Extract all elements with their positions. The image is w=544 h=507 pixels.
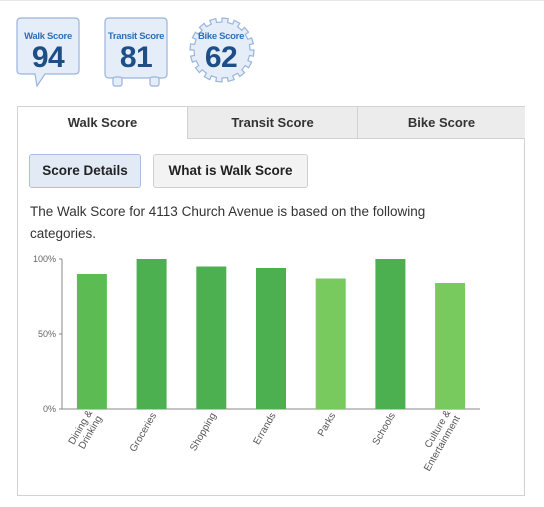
bar-dining-drinking bbox=[76, 274, 107, 409]
score-panel: Walk Score Transit Score Bike Score Scor… bbox=[17, 106, 525, 496]
tab-bike-score[interactable]: Bike Score bbox=[357, 107, 525, 139]
x-tick-label: Schools bbox=[371, 411, 398, 447]
bike-score-label: Bike Score bbox=[197, 31, 245, 42]
x-tick-label: Groceries bbox=[128, 411, 159, 454]
x-tick-label: Culture &Entertainment bbox=[413, 408, 463, 473]
tab-walk-score[interactable]: Walk Score bbox=[18, 107, 187, 139]
category-bar-chart: 0% 50% 100% Dining &Drinking Groceries Shoppi… bbox=[33, 254, 480, 473]
bar-shopping bbox=[196, 266, 227, 409]
y-tick-label: 100% bbox=[33, 254, 56, 264]
walk-score-label: Walk Score bbox=[24, 31, 72, 42]
tab-transit-score[interactable]: Transit Score bbox=[187, 107, 357, 139]
y-tick-label: 50% bbox=[38, 329, 56, 339]
transit-score-badge[interactable]: Transit Score 81 bbox=[103, 14, 169, 90]
transit-score-value: 81 bbox=[119, 41, 153, 74]
y-tick-label: 0% bbox=[43, 404, 56, 414]
what-is-walk-score-button[interactable]: What is Walk Score bbox=[153, 154, 308, 188]
transit-score-label: Transit Score bbox=[107, 31, 165, 42]
bar-errands bbox=[256, 268, 286, 409]
x-tick-label: Shopping bbox=[188, 411, 219, 453]
bike-score-badge[interactable]: Bike Score 62 bbox=[188, 14, 255, 90]
speech-bubble-icon bbox=[16, 17, 80, 88]
x-tick-label: Parks bbox=[316, 411, 338, 439]
gear-icon bbox=[189, 17, 255, 83]
x-tick-label: Dining &Drinking bbox=[67, 408, 105, 452]
bar-parks bbox=[315, 278, 346, 409]
x-tick-label: Errands bbox=[252, 411, 279, 447]
bus-icon bbox=[104, 17, 168, 87]
bar-groceries bbox=[136, 259, 167, 409]
score-details-button[interactable]: Score Details bbox=[29, 154, 141, 188]
bar-schools bbox=[375, 259, 406, 409]
walk-score-badge[interactable]: Walk Score 94 bbox=[15, 14, 81, 90]
walk-score-value: 94 bbox=[31, 41, 65, 74]
bar-culture-entertainment bbox=[435, 283, 466, 409]
score-tabs: Walk Score Transit Score Bike Score bbox=[18, 107, 525, 139]
top-divider bbox=[0, 0, 544, 1]
score-description: The Walk Score for 4113 Church Avenue is… bbox=[30, 204, 426, 241]
bike-score-value: 62 bbox=[204, 41, 238, 74]
